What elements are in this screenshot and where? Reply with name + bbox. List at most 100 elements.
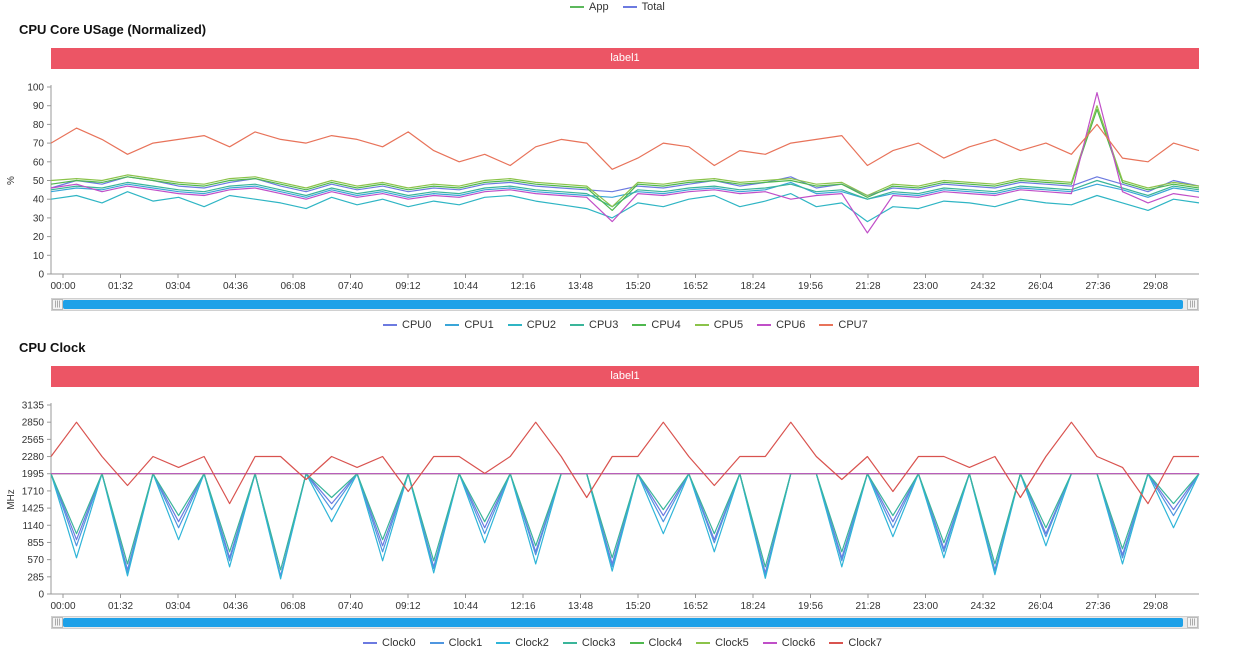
chart1-legend-swatch-1 [429, 642, 444, 644]
chart0-x-tick-label-12: 18:24 [740, 281, 765, 292]
chart0-series-cpu5 [50, 105, 1200, 208]
chart0-legend-swatch-5 [694, 324, 709, 326]
chart1-legend-swatch-3 [562, 642, 577, 644]
chart0-x-tick-label-9: 13:48 [568, 281, 593, 292]
chart1-legend-item-5[interactable]: Clock5 [696, 637, 749, 649]
chart1-legend-item-6[interactable]: Clock6 [762, 637, 816, 649]
chart0-y-tick-label-0: 0 [38, 270, 44, 281]
chart1-x-tick-label-10: 15:20 [625, 601, 650, 612]
chart2-title: CPU Clock [19, 340, 86, 355]
top-legend-item-0[interactable]: App [570, 1, 609, 13]
chart0-legend-item-5[interactable]: CPU5 [694, 319, 744, 331]
chart0-x-tick-label-16: 24:32 [970, 281, 995, 292]
top-legend: App Total [570, 0, 665, 14]
chart1-legend-item-0[interactable]: Clock0 [363, 637, 416, 649]
chart0-series-cpu4 [50, 108, 1200, 211]
chart1-series-clock2 [50, 473, 1200, 580]
chart1-x-tick-label-8: 12:16 [510, 601, 535, 612]
chart0-legend-label-0: CPU0 [402, 319, 432, 331]
chart0-legend-item-1[interactable]: CPU1 [445, 319, 494, 331]
chart0-series-cpu3 [50, 179, 1200, 208]
chart1-legend-swatch-4 [629, 642, 644, 644]
chart0-x-tick-label-11: 16:52 [683, 281, 708, 292]
chart0-x-tick-label-13: 19:56 [798, 281, 823, 292]
chart1-scrollbar[interactable]: ||| ||| [51, 298, 1199, 311]
chart0-y-tick-label-3: 30 [33, 213, 45, 224]
chart0-legend-item-7[interactable]: CPU7 [819, 319, 868, 331]
top-legend-item-1[interactable]: Total [622, 1, 665, 13]
chart0-legend-item-2[interactable]: CPU2 [507, 319, 557, 331]
chart0-legend-item-4[interactable]: CPU4 [632, 319, 681, 331]
chart1-x-tick-label-12: 18:24 [740, 601, 765, 612]
chart1-x-tick-label-17: 26:04 [1028, 601, 1053, 612]
chart1-x-tick-label-0: 00:00 [50, 601, 75, 612]
chart0-legend-item-6[interactable]: CPU6 [757, 319, 805, 331]
chart0-x-tick-label-7: 10:44 [453, 281, 478, 292]
chart0-series-cpu2 [50, 191, 1200, 223]
chart0-legend-label-3: CPU3 [589, 319, 619, 331]
chart1-y-tick-label-2: 570 [27, 555, 44, 566]
chart1-legend-label-5: Clock5 [715, 637, 749, 649]
chart1-series-clock7 [50, 421, 1199, 505]
chart1-x-tick-label-11: 16:52 [683, 601, 708, 612]
chart2-scroll-right-handle[interactable]: ||| [1187, 617, 1198, 628]
chart0-x-tick-label-10: 15:20 [625, 281, 650, 292]
chart1-legend-label-4: Clock4 [648, 637, 683, 649]
chart0-x-tick-label-5: 07:40 [338, 281, 363, 292]
chart1-legend-item-7[interactable]: Clock7 [829, 637, 882, 649]
chart1-series-clock1 [50, 473, 1200, 578]
chart0-y-tick-label-5: 50 [33, 176, 45, 187]
chart1-legend-item-2[interactable]: Clock2 [496, 637, 549, 649]
chart0-x-tick-label-6: 09:12 [395, 281, 420, 292]
chart1-x-tick-label-6: 09:12 [395, 601, 420, 612]
chart2-scroll-left-handle[interactable]: ||| [52, 617, 63, 628]
chart1-y-tick-label-5: 1425 [22, 504, 45, 515]
chart1-x-tick-label-15: 23:00 [913, 601, 938, 612]
chart1-legend-item-3[interactable]: Clock3 [562, 637, 616, 649]
chart0-x-tick-label-17: 26:04 [1028, 281, 1053, 292]
chart1-y-tick-label-9: 2565 [22, 435, 45, 446]
chart0-legend-swatch-7 [819, 324, 834, 326]
chart1-legend-item-4[interactable]: Clock4 [629, 637, 683, 649]
chart1-x-tick-label-18: 27:36 [1085, 601, 1110, 612]
chart0-legend-label-4: CPU4 [651, 319, 681, 331]
chart1-scroll-thumb[interactable] [63, 300, 1183, 309]
chart0-series-cpu0 [50, 176, 1200, 197]
chart2-legend: Clock0 Clock1 Clock2 Clock3 Clock4 Clock5 Cloc… [363, 636, 882, 650]
chart0-legend-swatch-4 [632, 324, 647, 326]
chart1-legend: CPU0 CPU1 CPU2 CPU3 CPU4 CPU5 CPU6 CPU7 [383, 318, 868, 332]
chart0-x-tick-label-19: 29:08 [1143, 281, 1168, 292]
chart0-x-tick-label-4: 06:08 [280, 281, 305, 292]
chart1-y-tick-label-7: 1995 [22, 469, 45, 480]
chart0-y-tick-label-7: 70 [33, 139, 45, 150]
chart1-legend-swatch-2 [496, 642, 511, 644]
chart0-y-axis-label: % [6, 176, 17, 185]
chart0-y-tick-label-6: 60 [33, 157, 45, 168]
chart0-legend-label-5: CPU5 [713, 319, 744, 331]
chart0-legend-label-2: CPU2 [526, 319, 557, 331]
chart0-series-cpu7 [50, 123, 1200, 170]
chart0-legend-swatch-3 [570, 324, 585, 326]
chart0-y-tick-label-9: 90 [33, 101, 45, 112]
chart0-x-tick-label-18: 27:36 [1085, 281, 1110, 292]
chart0-legend-swatch-6 [757, 324, 772, 326]
chart0-x-tick-label-15: 23:00 [913, 281, 938, 292]
chart2-scrollbar[interactable]: ||| ||| [51, 616, 1199, 629]
chart1-legend-label-2: Clock2 [515, 637, 549, 649]
chart0-legend-item-3[interactable]: CPU3 [570, 319, 618, 331]
chart1-scroll-left-handle[interactable]: ||| [52, 299, 63, 310]
chart1-y-tick-label-8: 2280 [22, 452, 45, 463]
chart2-scroll-thumb[interactable] [63, 618, 1183, 627]
chart1-scroll-right-handle[interactable]: ||| [1187, 299, 1198, 310]
top-legend-swatch-0 [570, 6, 584, 8]
chart0-legend-label-7: CPU7 [838, 319, 868, 331]
chart0-y-tick-label-1: 10 [33, 251, 45, 262]
chart1-legend-swatch-6 [762, 642, 777, 644]
chart1-y-tick-label-3: 855 [27, 538, 44, 549]
chart0-legend-item-0[interactable]: CPU0 [383, 319, 431, 331]
chart1-legend-item-1[interactable]: Clock1 [429, 637, 483, 649]
chart1-legend-label-6: Clock6 [781, 637, 816, 649]
chart0-x-tick-label-0: 00:00 [50, 281, 75, 292]
chart1-legend-label-1: Clock1 [448, 637, 483, 649]
chart1-y-tick-label-11: 3135 [22, 401, 45, 412]
